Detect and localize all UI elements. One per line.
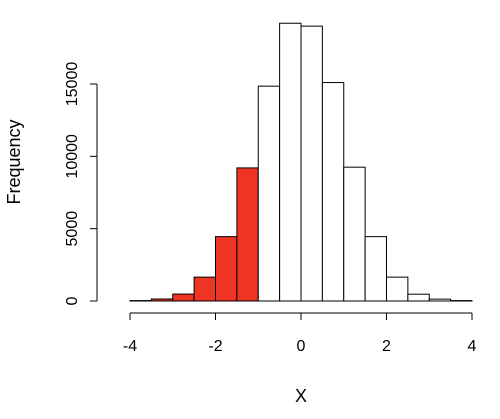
x-axis-title: X xyxy=(295,386,307,406)
histogram-bar xyxy=(386,276,409,302)
y-tick-label: 10000 xyxy=(64,134,81,179)
y-tick-label: 0 xyxy=(64,296,81,305)
histogram-bar xyxy=(364,236,387,302)
histogram-bars xyxy=(129,22,473,302)
x-tick-label: 4 xyxy=(468,338,477,355)
histogram-bar xyxy=(172,293,195,302)
y-tick-label: 5000 xyxy=(64,211,81,247)
histogram-bar xyxy=(236,167,259,302)
y-axis: 0 5000 10000 15000 xyxy=(64,62,98,305)
histogram-bar xyxy=(279,22,302,302)
x-axis: -4 -2 0 2 4 xyxy=(123,312,477,355)
y-axis-title: Frequency xyxy=(4,119,24,204)
histogram-bar xyxy=(193,276,216,302)
x-tick-label: -2 xyxy=(208,338,222,355)
x-tick-label: 2 xyxy=(382,338,391,355)
histogram-bar xyxy=(321,82,345,302)
histogram-bar xyxy=(150,298,174,302)
histogram-bar xyxy=(407,293,430,302)
histogram-bar xyxy=(428,298,452,302)
histogram-bar xyxy=(300,25,323,302)
histogram-bar xyxy=(343,166,366,302)
x-tick-label: 0 xyxy=(297,338,306,355)
y-tick-label: 15000 xyxy=(64,62,81,107)
histogram-bar xyxy=(215,236,238,302)
histogram-bar xyxy=(257,85,281,302)
x-tick-label: -4 xyxy=(123,338,137,355)
